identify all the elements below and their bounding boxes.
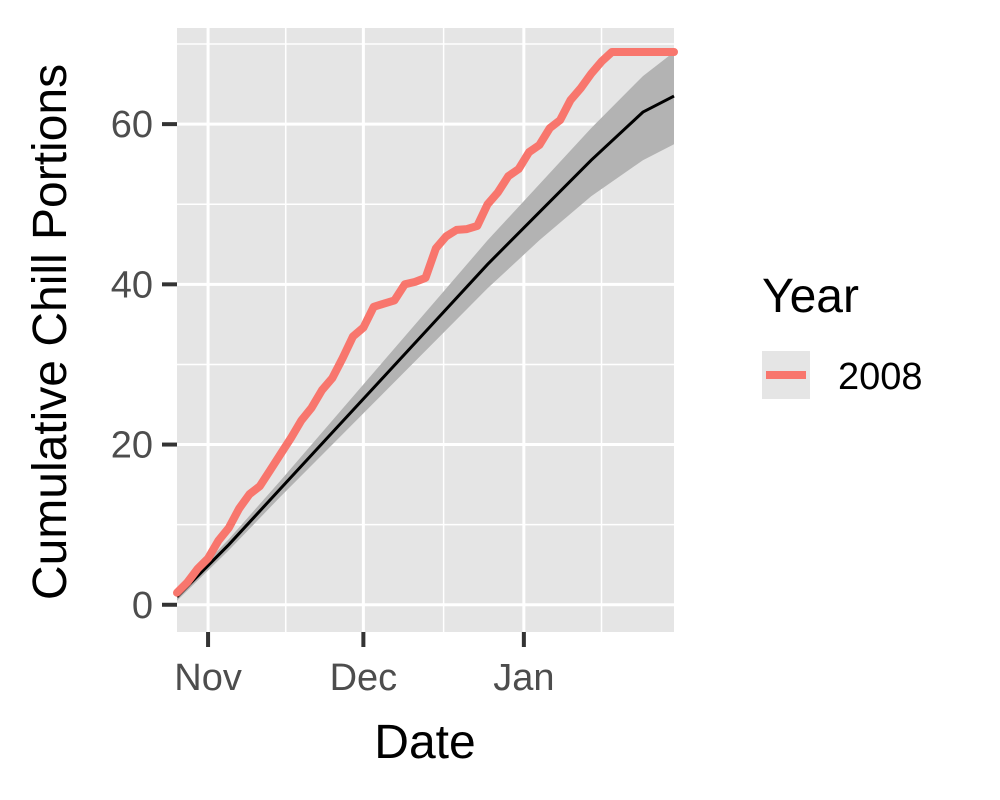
reference-band xyxy=(177,52,674,601)
x-tick-label: Nov xyxy=(174,657,242,699)
reference-mean-line xyxy=(175,94,675,598)
legend-title: Year xyxy=(762,270,859,323)
legend-label: 2008 xyxy=(838,356,923,398)
x-tick-label: Jan xyxy=(493,657,554,699)
y-axis-title: Cumulative Chill Portions xyxy=(24,64,77,600)
series-line-2008 xyxy=(173,48,678,597)
x-tick-label: Dec xyxy=(330,657,398,699)
series-lines xyxy=(173,48,678,597)
grid-lines xyxy=(177,28,674,632)
y-axis: 0 20 40 60 xyxy=(111,104,177,627)
legend: Year 2008 xyxy=(762,270,923,399)
y-tick-label: 0 xyxy=(132,585,153,627)
x-axis: Nov Dec Jan xyxy=(174,632,555,699)
y-tick-label: 40 xyxy=(111,264,153,306)
reference-line xyxy=(175,94,675,598)
y-tick-label: 20 xyxy=(111,425,153,467)
y-tick-label: 60 xyxy=(111,104,153,146)
reference-band-area xyxy=(177,52,674,601)
x-axis-title: Date xyxy=(374,716,475,769)
